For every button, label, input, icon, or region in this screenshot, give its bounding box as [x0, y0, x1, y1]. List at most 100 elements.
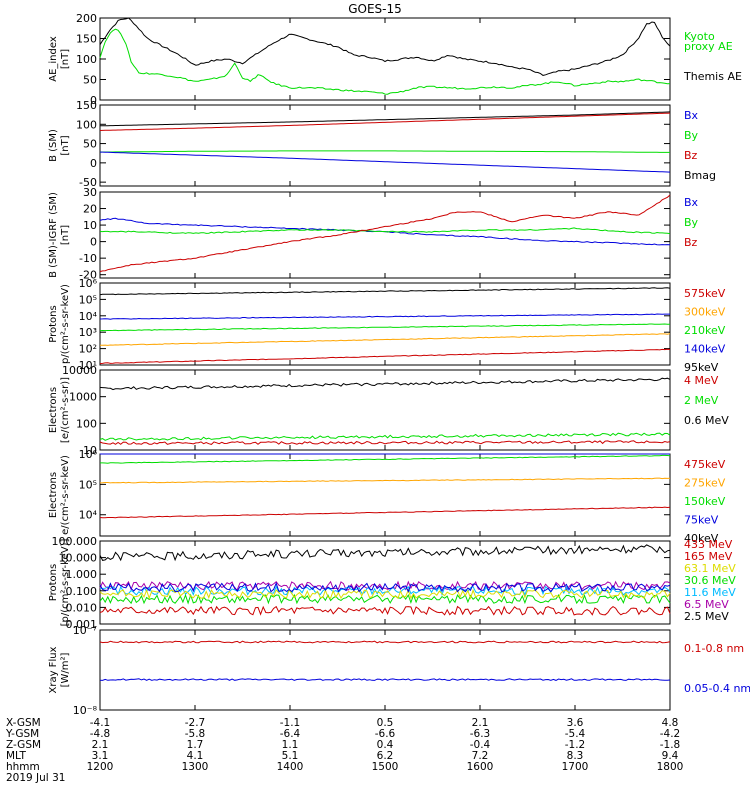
axis-row-value: 1.1 — [282, 739, 299, 751]
panel-frame — [99, 282, 671, 366]
series-line-kyoto-proxy-ae — [99, 28, 671, 95]
y-tick-label: 0 — [90, 157, 97, 170]
axis-row-value: -6.4 — [280, 728, 301, 740]
y-tick-label: 50 — [83, 138, 97, 151]
axis-row-value: 2.1 — [472, 717, 489, 729]
axis-row-value: 3.6 — [567, 717, 584, 729]
axis-row-value: -4.1 — [90, 717, 111, 729]
legend-label: 575keV — [684, 287, 726, 300]
axis-row-label: X-GSM — [6, 717, 41, 729]
legend-label: By — [684, 216, 699, 229]
legend-label: Bz — [684, 149, 698, 162]
legend-label: 165 MeV — [684, 550, 733, 563]
y-axis-label: Electrons — [48, 472, 59, 518]
series-line-30-6-mev — [99, 593, 671, 605]
y-axis-label: p/(cm²-s-sr-keV) — [60, 284, 71, 364]
y-axis-label: e/(cm²-s-sr-keV) — [60, 455, 71, 535]
panel-frame — [99, 453, 671, 537]
y-tick-label: 0 — [90, 94, 97, 107]
y-tick-label: 10.000 — [59, 552, 98, 565]
series-line-2-mev — [99, 432, 671, 441]
axis-row-value: 1800 — [657, 761, 684, 773]
y-axis-label: Electrons — [48, 387, 59, 433]
axis-row-value: 7.2 — [472, 750, 489, 762]
axis-row-value: 6.2 — [377, 750, 394, 762]
axis-row-label: MLT — [6, 750, 26, 762]
y-tick-label: 10¹ — [79, 359, 97, 372]
date-label: 2019 Jul 31 — [6, 772, 65, 784]
legend-label: Kyoto — [684, 30, 715, 43]
axis-row-value: 9.4 — [662, 750, 679, 762]
legend-label: Bx — [684, 109, 699, 122]
y-tick-label: 20 — [83, 203, 97, 216]
axis-row-value: -6.3 — [470, 728, 491, 740]
legend-label: 0.6 MeV — [684, 414, 729, 427]
axis-row-value: -2.7 — [185, 717, 206, 729]
y-axis-label: Protons — [48, 305, 59, 342]
panel-frame — [99, 104, 671, 187]
axis-row-value: 1700 — [562, 761, 589, 773]
y-tick-label: -50 — [79, 176, 97, 189]
panel-electrons_kev: 10⁴ 10⁵ 10⁶ Electrons e/(cm²-s-sr-keV) 475keV… — [48, 448, 726, 545]
y-axis-label: Protons — [48, 564, 59, 601]
legend-label: 300keV — [684, 306, 726, 319]
series-line-bz — [99, 194, 671, 273]
legend-label: 4 MeV — [684, 374, 719, 387]
axis-row-value: 1200 — [87, 761, 114, 773]
legend-label: 40keV — [684, 532, 719, 545]
y-tick-label: 10⁴ — [79, 509, 98, 522]
axis-row-value: -1.1 — [280, 717, 301, 729]
series-line-150kev — [100, 454, 671, 464]
panel-frame — [99, 191, 671, 279]
y-tick-label: 1000 — [69, 391, 97, 404]
y-tick-label: 10 — [83, 444, 97, 457]
y-tick-label: 10⁻⁷ — [73, 624, 97, 637]
series-line-2-5-mev — [99, 544, 671, 562]
axis-row-value: -1.8 — [660, 739, 681, 751]
legend-label: proxy AE — [684, 40, 733, 53]
plot-title: GOES-15 — [348, 2, 402, 16]
axis-row-value: 5.1 — [282, 750, 299, 762]
axis-row-value: 1300 — [182, 761, 209, 773]
legend-label: 75keV — [684, 514, 719, 527]
y-tick-label: 10⁵ — [79, 293, 97, 306]
panel-frame — [99, 17, 671, 101]
y-tick-label: 10000 — [62, 364, 97, 377]
y-axis-label: Xray Flux — [48, 646, 59, 693]
series-line-140kev — [99, 313, 670, 320]
axis-row-value: 1500 — [372, 761, 399, 773]
legend-label: 150keV — [684, 495, 726, 508]
axis-row-value: -4.8 — [90, 728, 111, 740]
bottom-axis: X-GSM -4.1 -2.7 -1.1 0.5 2.1 3.6 4.8 Y-GSM -4.8 -5… — [5, 717, 683, 784]
series-line-4-mev — [99, 440, 671, 445]
legend-label: 2.5 MeV — [684, 610, 729, 623]
y-tick-label: 30 — [83, 186, 97, 199]
legend-label: 140keV — [684, 343, 726, 356]
axis-row-value: 3.1 — [92, 750, 109, 762]
legend-label: 210keV — [684, 324, 726, 337]
legend-label: 475keV — [684, 458, 726, 471]
legend-label: 2 MeV — [684, 394, 719, 407]
series-line-themis-ae — [99, 17, 671, 76]
y-axis-label: [e/(cm²-s-sr)] — [60, 377, 71, 443]
y-tick-label: 10³ — [79, 326, 97, 339]
legend-label: Bx — [684, 196, 699, 209]
axis-row-label: Y-GSM — [5, 728, 39, 740]
axis-row-value: 1.7 — [187, 739, 204, 751]
y-axis-label: [nT] — [60, 49, 71, 69]
y-tick-label: -10 — [79, 252, 97, 265]
legend-label: 0.1-0.8 nm — [684, 642, 744, 655]
y-tick-label: 100 — [76, 417, 97, 430]
y-axis-label: AE_index — [48, 36, 59, 82]
legend-label: By — [684, 129, 699, 142]
y-tick-label: 150 — [76, 99, 97, 112]
y-tick-label: 200 — [76, 12, 97, 25]
y-tick-label: 10⁴ — [79, 310, 98, 323]
axis-row-value: -5.8 — [185, 728, 206, 740]
axis-row-label: hhmm — [6, 761, 40, 773]
series-line-475kev — [99, 506, 671, 519]
y-tick-label: 100.000 — [52, 535, 98, 548]
axis-row-value: 8.3 — [567, 750, 584, 762]
